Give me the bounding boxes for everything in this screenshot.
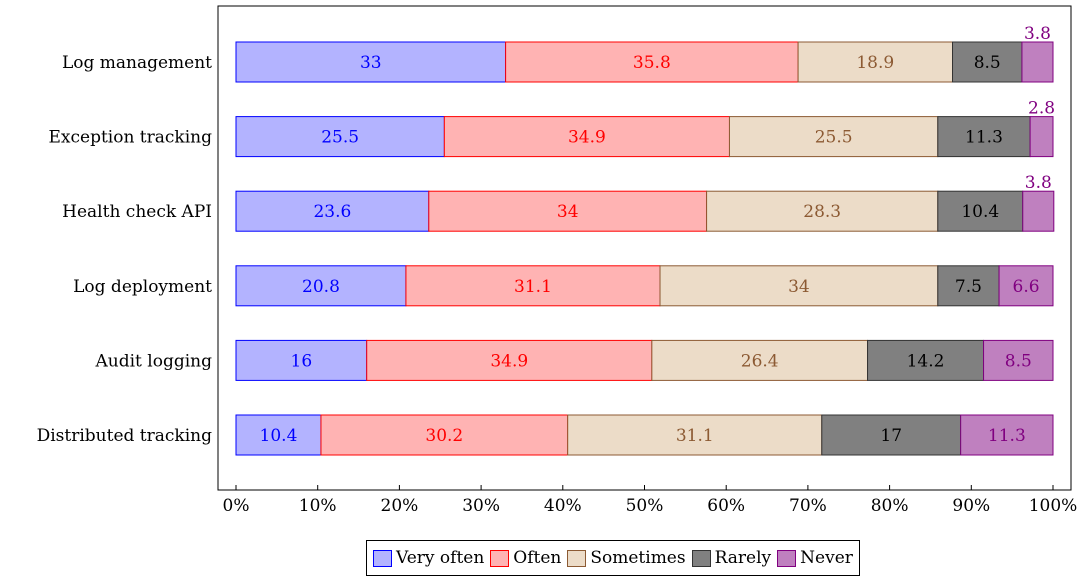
legend-label: Often [513,548,562,568]
legend-swatch [777,549,797,567]
bar-segment [706,190,939,232]
data-label: 31.1 [514,277,552,297]
data-label: 14.2 [907,351,945,371]
x-tick-label: 10% [299,496,337,516]
x-axis-ticks-group: 0% 10% 20% 30% 40% 50% 60% 70% 80% 90% 100% [223,485,1078,516]
category-labels-group: Log management Exception tracking Health c… [37,53,213,446]
bar-segment [960,414,1054,456]
legend-label: Never [800,548,853,568]
bar-segment [1029,116,1054,158]
bar-segment [235,190,430,232]
data-label: 8.5 [1005,351,1032,371]
bar-segment [998,265,1054,307]
legend-swatch [567,549,587,567]
data-label: 10.4 [260,426,298,446]
data-label: 3.8 [1024,24,1051,44]
data-label: 26.4 [741,351,779,371]
x-tick-label: 80% [871,496,909,516]
bar-segment [443,116,730,158]
legend-swatch [373,549,392,567]
x-tick-label: 60% [707,496,745,516]
legend-item: Very often [373,548,484,568]
data-label: 33 [360,53,382,73]
category-label: Exception tracking [48,128,212,148]
data-label: 23.6 [313,202,351,222]
data-label: 34.9 [568,128,606,148]
bar-segment [235,414,322,456]
legend-item: Never [777,548,853,568]
bar-segment [567,414,823,456]
data-label: 34 [557,202,579,222]
legend-swatch [691,549,711,567]
bar-segment [867,339,985,381]
bar-segment [952,41,1023,83]
legend-swatch [490,549,510,567]
bar-segment [1021,41,1054,83]
bar-segment [937,116,1031,158]
legend: Very often Often Sometimes Rarely Never [366,540,860,576]
bar-segment [651,339,869,381]
data-label: 7.5 [955,277,982,297]
data-label: 34.9 [490,351,528,371]
legend-item: Rarely [691,548,772,568]
bar-segment [983,339,1054,381]
bar-segment [428,190,708,232]
data-label: 8.5 [974,53,1001,73]
legend-label: Rarely [714,548,772,568]
stacked-bar-chart: 33 35.8 18.9 8.5 3.8 25.5 34.9 25.5 11.3 2.8 23.6 3… [37,5,1078,516]
bar-segment [937,265,1000,307]
data-label: 20.8 [302,277,340,297]
x-tick-label: 90% [952,496,990,516]
bar-segment [235,339,368,381]
category-label: Audit logging [95,351,213,371]
data-label: 31.1 [676,426,714,446]
category-label: Health check API [62,202,212,222]
data-label: 11.3 [988,426,1026,446]
bar-segment [235,265,407,307]
data-label: 10.4 [961,202,999,222]
bar-segment [728,116,939,158]
x-tick-label: 20% [381,496,419,516]
data-label: 28.3 [803,202,841,222]
category-label: Log management [62,53,212,73]
x-tick-label: 100% [1029,496,1078,516]
bar-segment [235,41,507,83]
data-label: 16 [291,351,313,371]
data-label: 11.3 [965,128,1003,148]
bar-segment [235,116,445,158]
x-tick-label: 50% [626,496,664,516]
x-tick-label: 30% [462,496,500,516]
bars-group [235,41,1055,456]
data-label: 17 [880,426,902,446]
data-label: 25.5 [321,128,359,148]
category-label: Distributed tracking [37,426,212,446]
bar-segment [366,339,653,381]
data-label: 34 [788,277,810,297]
data-label: 30.2 [425,426,463,446]
x-tick-label: 70% [789,496,827,516]
data-label: 6.6 [1013,277,1040,297]
legend-label: Very often [396,548,485,568]
legend-item: Sometimes [567,548,686,568]
data-label: 2.8 [1028,99,1055,119]
x-tick-label: 0% [223,496,250,516]
bar-segment [821,414,962,456]
data-label: 18.9 [856,53,894,73]
category-label: Log deployment [73,277,212,297]
bar-segment [405,265,661,307]
bar-segment [937,190,1024,232]
legend-item: Often [490,548,561,568]
bar-segment [1022,190,1055,232]
bar-segment [659,265,939,307]
x-tick-label: 40% [544,496,582,516]
data-label: 35.8 [633,53,671,73]
data-label: 25.5 [815,128,853,148]
bar-labels-group: 33 35.8 18.9 8.5 3.8 25.5 34.9 25.5 11.3 2.8 23.6 3… [260,24,1056,446]
legend-label: Sometimes [590,548,686,568]
bar-segment [505,41,799,83]
data-label: 3.8 [1025,173,1052,193]
